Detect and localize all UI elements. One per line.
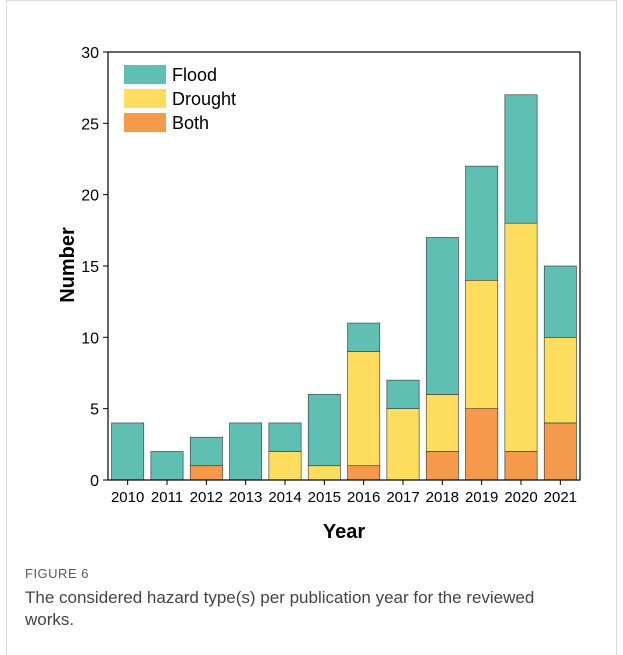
x-tick-label-2010: 2010 [111,489,144,506]
x-tick-label-2016: 2016 [347,489,380,506]
bar-flood-2015 [307,394,341,467]
x-tick-label-2021: 2021 [544,489,577,506]
bar-drought-2017 [386,408,420,481]
x-tick-label-2015: 2015 [308,489,341,506]
bar-both-2016 [347,465,381,481]
bar-flood-2010 [111,422,145,481]
x-tick-label-2018: 2018 [426,489,459,506]
figure-label: FIGURE 6 [25,566,89,581]
axes-layer: 0 5 10 15 20 25 30 2010 2011 2012 2013 2014 2015 2016… [81,45,581,506]
legend-label-flood: Flood [172,65,217,85]
bar-flood-2013 [229,422,263,481]
figure-caption: FIGURE 6 The considered hazard type(s) p… [25,566,585,631]
bar-drought-2020 [504,222,538,452]
bar-drought-2014 [268,451,302,481]
bar-flood-2016 [347,322,381,352]
bar-flood-2018 [425,237,459,395]
bar-flood-2020 [504,94,538,224]
frame-top-border [6,0,617,1]
y-tick-label-5: 5 [90,402,99,419]
bar-flood-2019 [465,165,499,281]
y-tick-label-20: 20 [81,188,99,205]
x-tick-label-2017: 2017 [386,489,419,506]
legend-swatch-both [124,113,166,132]
y-tick-label-15: 15 [81,259,99,276]
bar-flood-2017 [386,379,420,409]
x-tick-label-2012: 2012 [190,489,223,506]
bar-both-2018 [425,451,459,481]
x-tick-label-2011: 2011 [151,489,183,506]
y-tick-label-0: 0 [90,473,99,490]
y-tick-label-10: 10 [81,330,99,347]
chart: 0 5 10 15 20 25 30 2010 2011 2012 2013 2014 2015 2016… [57,45,581,543]
x-tick-label-2014: 2014 [268,489,301,506]
y-axis-title: Number [57,227,79,303]
legend: Flood Drought Both [124,65,236,133]
y-tick-label-30: 30 [81,45,99,62]
y-tick-label-25: 25 [81,116,99,133]
bar-drought-2021 [543,337,577,424]
bar-both-2021 [543,422,577,481]
x-tick-label-2019: 2019 [465,489,498,506]
bar-drought-2019 [465,279,499,409]
bar-both-2012 [189,465,223,481]
frame-right-border [616,0,617,655]
bar-drought-2016 [347,351,381,467]
bar-both-2019 [465,408,499,481]
bar-flood-2021 [543,265,577,338]
x-axis-title: Year [323,521,365,543]
bar-both-2020 [504,451,538,481]
frame-left-border [6,0,7,655]
x-tick-label-2020: 2020 [504,489,537,506]
legend-label-drought: Drought [172,89,236,109]
x-tick-label-2013: 2013 [229,489,262,506]
legend-label-both: Both [172,113,209,133]
figure-caption-text: The considered hazard type(s) per public… [25,588,535,629]
legend-swatch-flood [124,65,166,84]
bar-drought-2015 [307,465,341,481]
legend-swatch-drought [124,89,166,108]
bar-drought-2018 [425,394,459,452]
bar-flood-2014 [268,422,302,452]
bars-layer [111,94,577,481]
bar-flood-2011 [150,451,184,481]
bar-flood-2012 [189,436,223,467]
